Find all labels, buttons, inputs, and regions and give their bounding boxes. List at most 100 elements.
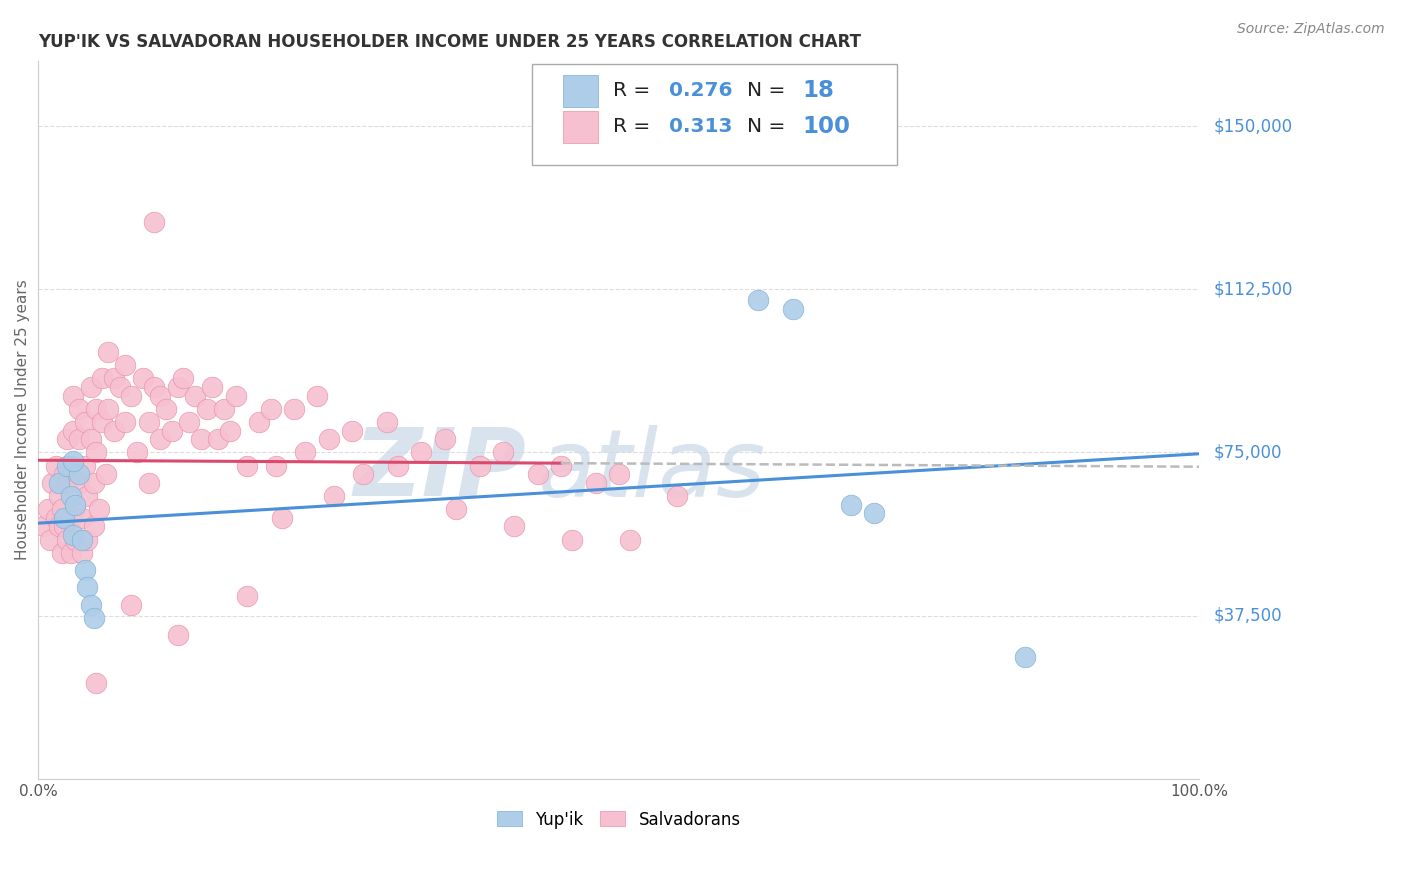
Point: [446, 502, 468, 516]
Point: [114, 415, 136, 429]
Point: [782, 301, 804, 316]
Point: [67, 467, 90, 482]
Point: [91, 371, 114, 385]
Text: R =: R =: [613, 118, 657, 136]
Point: [48, 475, 70, 490]
Point: [526, 467, 548, 482]
Point: [65, 533, 87, 547]
Point: [1014, 650, 1036, 665]
Point: [48, 489, 70, 503]
Point: [79, 380, 101, 394]
Point: [59, 545, 82, 559]
Point: [492, 445, 515, 459]
Point: [318, 433, 340, 447]
Point: [585, 475, 607, 490]
Point: [32, 519, 55, 533]
Point: [56, 533, 79, 547]
Point: [62, 528, 84, 542]
Point: [51, 502, 73, 516]
Point: [65, 502, 87, 516]
Point: [143, 380, 166, 394]
Point: [65, 498, 87, 512]
Text: N =: N =: [747, 81, 792, 101]
Point: [39, 533, 62, 547]
Point: [56, 433, 79, 447]
Point: [52, 519, 75, 533]
Point: [155, 401, 177, 416]
Point: [72, 533, 94, 547]
Point: [67, 401, 90, 416]
Point: [86, 676, 108, 690]
Text: R =: R =: [613, 81, 657, 101]
Point: [83, 611, 105, 625]
Point: [125, 445, 148, 459]
Point: [94, 467, 117, 482]
Point: [83, 475, 105, 490]
Point: [52, 510, 75, 524]
Point: [323, 489, 346, 503]
Text: $150,000: $150,000: [1213, 117, 1292, 135]
FancyBboxPatch shape: [531, 64, 897, 165]
Point: [236, 458, 259, 473]
Point: [340, 424, 363, 438]
Point: [79, 433, 101, 447]
Point: [294, 445, 316, 459]
Point: [665, 489, 688, 503]
Point: [179, 415, 201, 429]
Point: [56, 458, 79, 473]
Point: [149, 389, 172, 403]
Point: [72, 510, 94, 524]
Point: [271, 510, 294, 524]
Point: [114, 359, 136, 373]
Point: [550, 458, 572, 473]
Point: [67, 475, 90, 490]
Text: Source: ZipAtlas.com: Source: ZipAtlas.com: [1237, 22, 1385, 37]
Point: [143, 215, 166, 229]
Point: [266, 458, 288, 473]
Text: atlas: atlas: [537, 425, 766, 516]
Point: [52, 467, 75, 482]
Point: [62, 424, 84, 438]
Point: [48, 519, 70, 533]
Text: 0.313: 0.313: [669, 118, 733, 136]
Point: [195, 401, 218, 416]
Point: [160, 424, 183, 438]
Text: 18: 18: [803, 79, 834, 103]
Text: N =: N =: [747, 118, 792, 136]
Point: [87, 502, 110, 516]
Point: [37, 502, 59, 516]
Point: [839, 498, 862, 512]
Point: [67, 433, 90, 447]
Point: [468, 458, 491, 473]
Point: [86, 445, 108, 459]
Point: [73, 563, 96, 577]
Point: [59, 489, 82, 503]
Point: [97, 401, 120, 416]
Point: [72, 545, 94, 559]
Point: [108, 380, 131, 394]
Point: [76, 489, 98, 503]
Point: [51, 545, 73, 559]
Text: YUP'IK VS SALVADORAN HOUSEHOLDER INCOME UNDER 25 YEARS CORRELATION CHART: YUP'IK VS SALVADORAN HOUSEHOLDER INCOME …: [38, 33, 862, 51]
Point: [62, 454, 84, 468]
Point: [747, 293, 769, 307]
FancyBboxPatch shape: [562, 111, 598, 143]
Point: [225, 389, 247, 403]
Point: [76, 581, 98, 595]
Point: [166, 628, 188, 642]
Point: [83, 519, 105, 533]
Point: [73, 415, 96, 429]
Point: [207, 433, 229, 447]
Text: $112,500: $112,500: [1213, 280, 1292, 298]
Point: [73, 458, 96, 473]
FancyBboxPatch shape: [562, 75, 598, 107]
Point: [138, 475, 160, 490]
Point: [561, 533, 583, 547]
Point: [103, 424, 125, 438]
Point: [184, 389, 207, 403]
Text: 100: 100: [803, 115, 851, 138]
Point: [863, 507, 886, 521]
Point: [62, 389, 84, 403]
Point: [259, 401, 281, 416]
Point: [120, 389, 142, 403]
